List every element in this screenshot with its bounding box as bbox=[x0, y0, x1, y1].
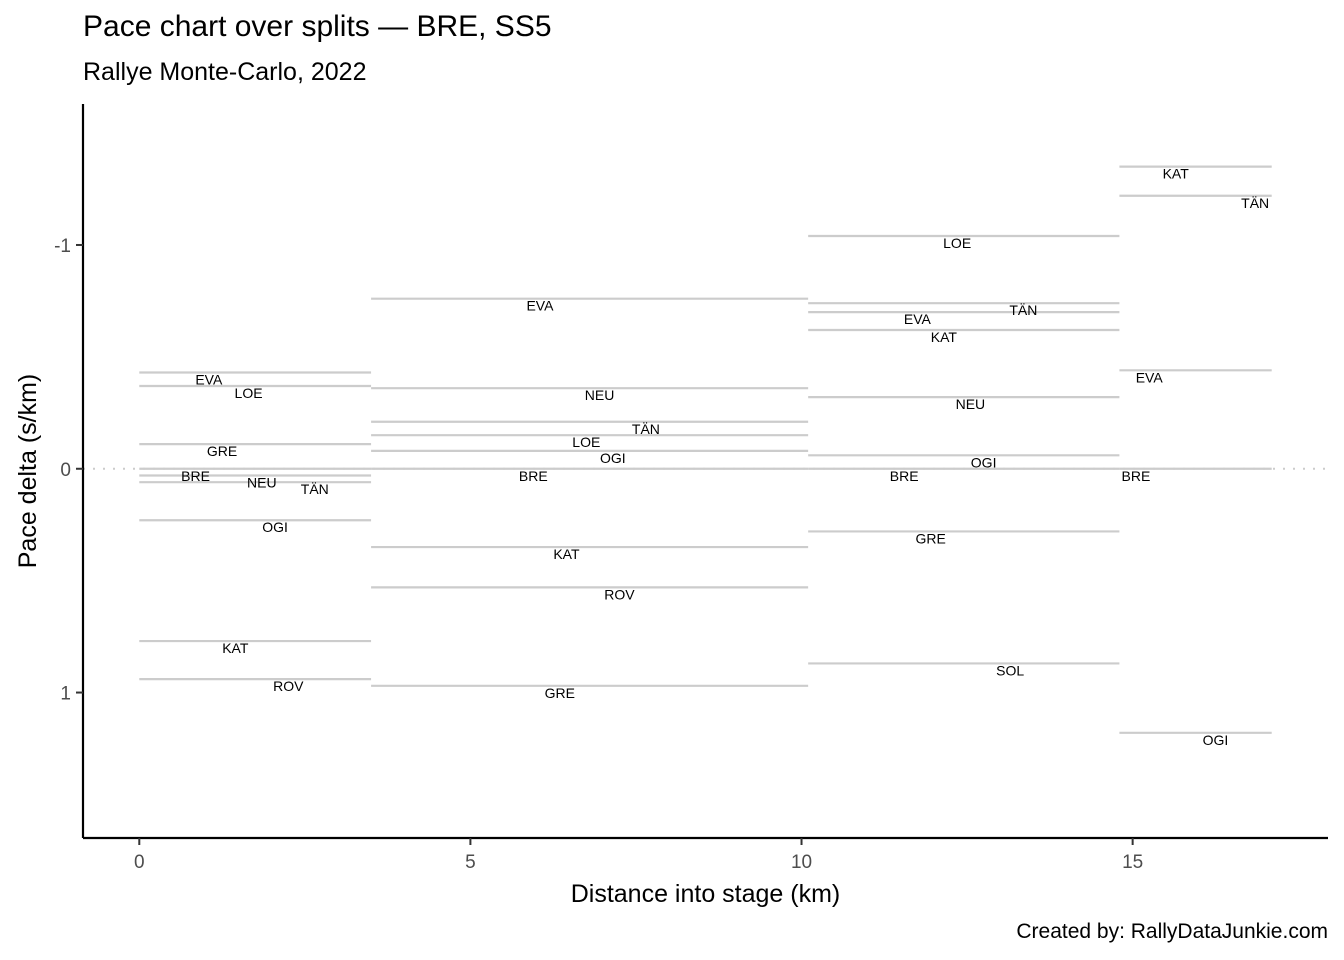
driver-label-3-ogi: OGI bbox=[971, 454, 997, 470]
x-tick-label: 10 bbox=[791, 852, 812, 873]
segment-layer bbox=[139, 165, 1272, 734]
driver-label-2-rov: ROV bbox=[604, 586, 635, 602]
chart-caption: Created by: RallyDataJunkie.com bbox=[1016, 920, 1328, 943]
driver-label-1-gre: GRE bbox=[207, 443, 237, 459]
driver-label-4-eva: EVA bbox=[1136, 369, 1164, 385]
driver-label-1-rov: ROV bbox=[273, 678, 304, 694]
driver-label-2-bre: BRE bbox=[519, 468, 548, 484]
axis-layer: 0 5 10 15 -1 0 1 bbox=[54, 104, 1328, 873]
y-tick-label: 1 bbox=[60, 684, 71, 705]
driver-label-1-loe: LOE bbox=[235, 385, 263, 401]
driver-label-1-kat: KAT bbox=[222, 640, 249, 656]
driver-label-4-bre: BRE bbox=[1122, 468, 1151, 484]
driver-label-1-neu: NEU bbox=[247, 474, 277, 490]
driver-label-3-gre: GRE bbox=[915, 530, 945, 546]
driver-label-2-eva: EVA bbox=[526, 298, 554, 314]
driver-label-2-neu: NEU bbox=[585, 387, 615, 403]
driver-label-3-kat: KAT bbox=[931, 329, 958, 345]
chart-title: Pace chart over splits — BRE, SS5 bbox=[83, 10, 552, 43]
driver-label-2-tän: TÄN bbox=[632, 421, 660, 437]
driver-label-1-eva: EVA bbox=[195, 372, 223, 388]
driver-label-3-eva: EVA bbox=[904, 311, 932, 327]
driver-label-3-sol: SOL bbox=[996, 662, 1024, 678]
driver-label-2-kat: KAT bbox=[553, 546, 580, 562]
driver-label-4-ogi: OGI bbox=[1203, 732, 1229, 748]
driver-label-4-kat: KAT bbox=[1163, 166, 1190, 182]
driver-label-2-ogi: OGI bbox=[600, 450, 626, 466]
driver-label-1-bre: BRE bbox=[181, 468, 210, 484]
driver-label-1-ogi: OGI bbox=[262, 519, 288, 535]
driver-label-3-bre: BRE bbox=[890, 468, 919, 484]
y-tick-label: -1 bbox=[54, 236, 71, 257]
x-axis-title: Distance into stage (km) bbox=[571, 880, 841, 908]
x-tick-label: 15 bbox=[1122, 852, 1143, 873]
x-tick-label: 5 bbox=[465, 852, 476, 873]
driver-label-3-loe: LOE bbox=[943, 235, 971, 251]
driver-label-3-neu: NEU bbox=[956, 396, 986, 412]
driver-label-1-tän: TÄN bbox=[301, 481, 329, 497]
chart-subtitle: Rallye Monte-Carlo, 2022 bbox=[83, 58, 367, 86]
driver-label-4-tän: TÄN bbox=[1241, 195, 1269, 211]
y-tick-label: 0 bbox=[60, 460, 71, 481]
y-axis-title: Pace delta (s/km) bbox=[14, 374, 42, 569]
x-tick-label: 0 bbox=[134, 852, 145, 873]
driver-label-2-gre: GRE bbox=[545, 685, 575, 701]
driver-label-3-tän: TÄN bbox=[1009, 302, 1037, 318]
driver-label-2-loe: LOE bbox=[572, 434, 600, 450]
